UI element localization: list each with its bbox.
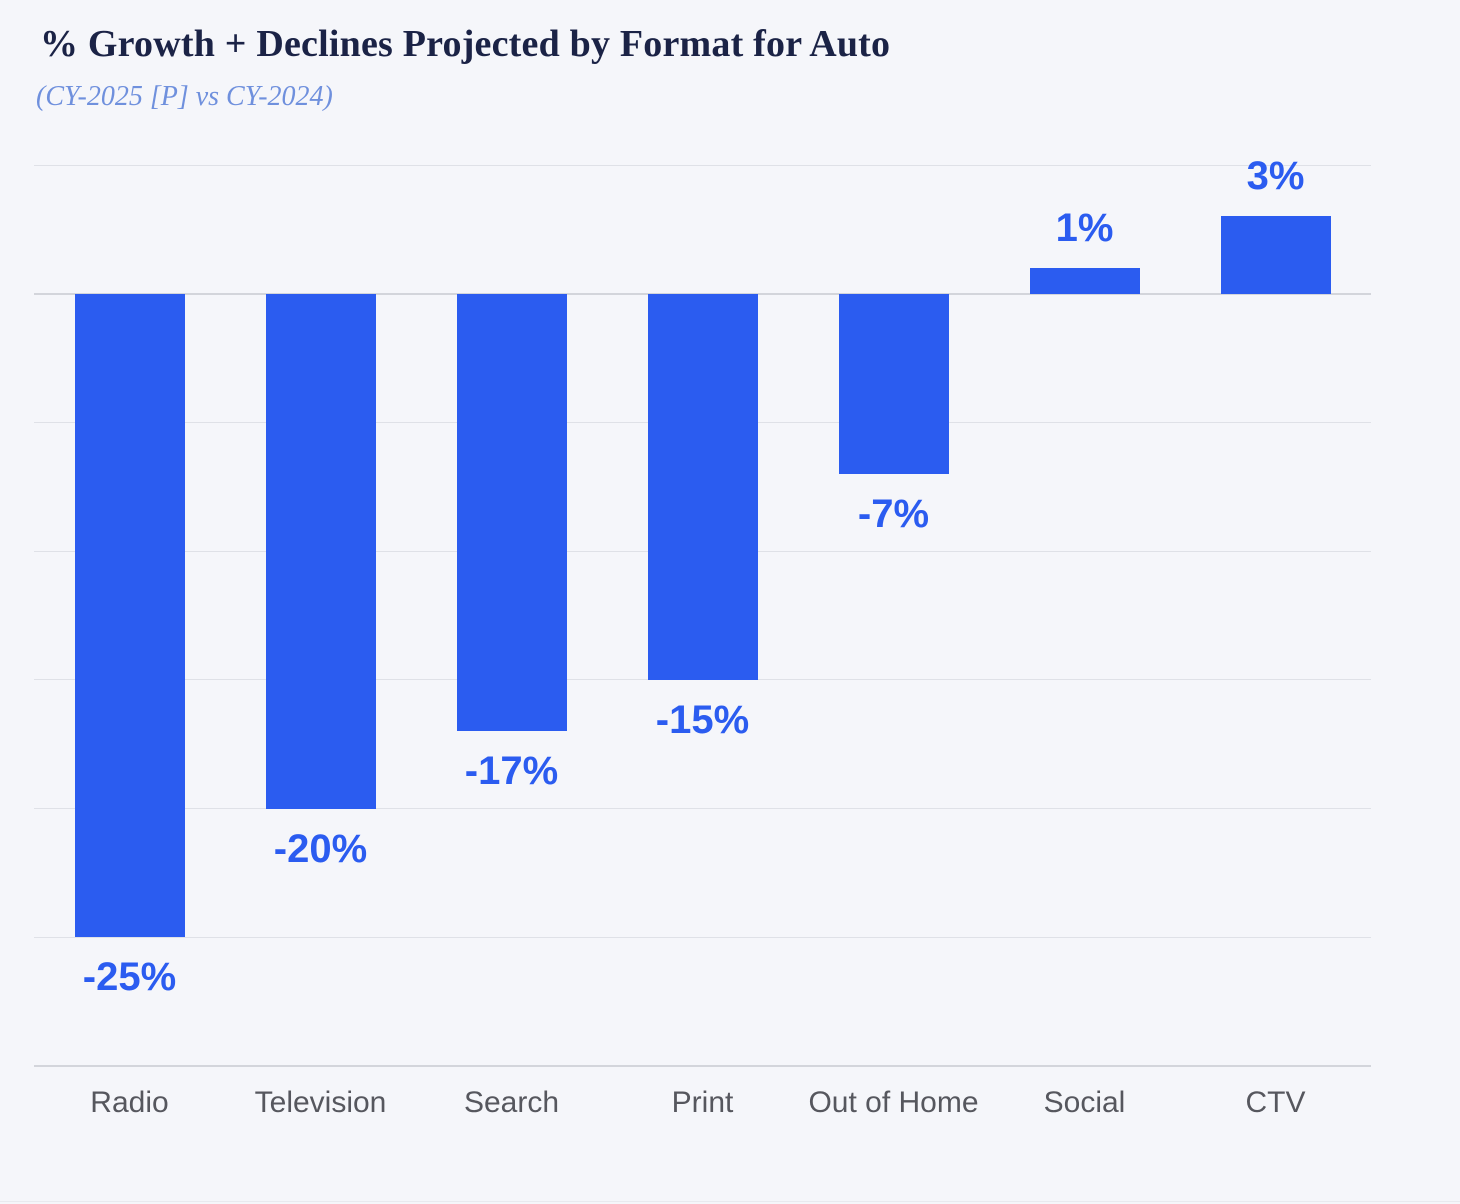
bar-television <box>265 293 376 809</box>
bar-ctv <box>1220 216 1331 294</box>
x-axis-label-radio: Radio <box>90 1086 169 1119</box>
x-axis-label-print: Print <box>671 1086 734 1119</box>
bar-value-label-television: -20% <box>273 826 368 871</box>
bar-social <box>1029 267 1140 294</box>
bar-value-label-print: -15% <box>655 697 750 742</box>
bar-value-label-out-of-home: -7% <box>857 491 930 536</box>
x-axis-label-ctv: CTV <box>1245 1086 1306 1119</box>
x-axis-label-out-of-home: Out of Home <box>808 1086 979 1119</box>
x-axis-label-search: Search <box>463 1086 560 1119</box>
bar-radio <box>74 293 185 938</box>
bar-value-label-social: 1% <box>1055 205 1114 250</box>
bar-value-label-ctv: 3% <box>1246 154 1305 199</box>
bar-search <box>456 293 567 732</box>
gridline <box>34 936 1371 938</box>
gridline <box>34 164 1371 166</box>
bar-out-of-home <box>838 293 949 474</box>
chart-subtitle: (CY-2025 [P] vs CY-2024) <box>36 81 333 112</box>
bar-value-label-search: -17% <box>464 749 559 794</box>
x-axis-label-social: Social <box>1043 1086 1126 1119</box>
chart-title: % Growth + Declines Projected by Format … <box>40 23 891 65</box>
gridline <box>34 679 1371 681</box>
bar-print <box>647 293 758 680</box>
plot-area: -25% Radio -20% Television -17% Search -15% Pri… <box>34 154 1371 1119</box>
x-axis-line <box>34 1065 1371 1067</box>
bar-value-label-radio: -25% <box>82 955 177 1000</box>
x-axis-label-television: Television <box>254 1086 387 1119</box>
bottom-edge-divider <box>0 1201 1460 1202</box>
gridline <box>34 808 1371 810</box>
